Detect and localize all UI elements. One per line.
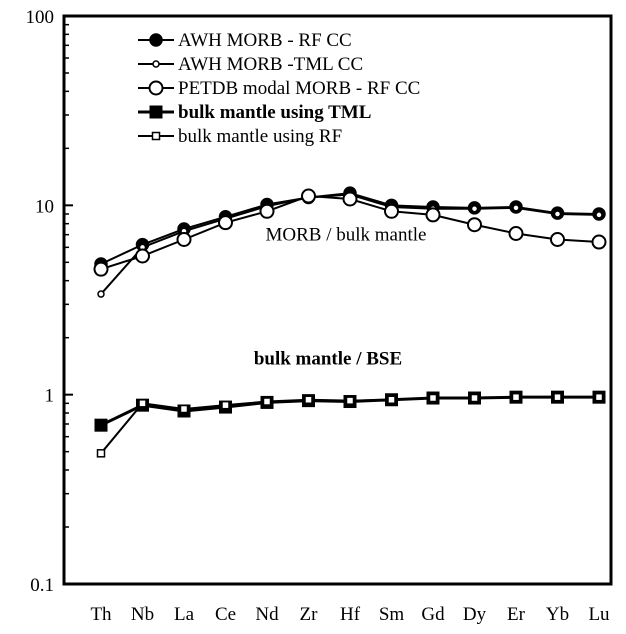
data-point <box>428 393 438 403</box>
data-point <box>135 248 150 264</box>
data-point <box>93 261 109 277</box>
y-tick-label: 1 <box>45 386 55 407</box>
x-tick-label: Er <box>507 604 526 625</box>
data-point <box>262 397 272 406</box>
data-point <box>152 60 160 68</box>
data-point <box>467 217 482 233</box>
data-point <box>304 395 313 405</box>
data-point <box>301 188 316 204</box>
data-point <box>179 404 189 414</box>
x-tick-label: La <box>174 604 195 625</box>
x-tick-label: Ce <box>215 604 236 625</box>
data-point <box>148 80 164 96</box>
annotation: bulk mantle / BSE <box>254 349 402 370</box>
x-tick-label: Nb <box>131 604 154 625</box>
legend-item: AWH MORB -TML CC <box>138 54 363 75</box>
data-point <box>508 225 524 241</box>
annotation: MORB / bulk mantle <box>266 225 427 246</box>
series-layer <box>93 186 607 458</box>
data-point <box>149 33 163 47</box>
x-tick-label: Th <box>90 604 112 625</box>
x-tick-label: Sm <box>379 604 405 625</box>
data-point <box>149 105 163 119</box>
legend-item: PETDB modal MORB - RF CC <box>138 78 420 99</box>
data-point <box>259 203 275 219</box>
x-tick-label: Hf <box>340 604 361 625</box>
data-point <box>387 395 396 405</box>
x-tick-label: Zr <box>300 604 319 625</box>
legend: AWH MORB - RF CC AWH MORB -TML CC PETDB mo… <box>138 30 420 147</box>
y-tick-label: 10 <box>35 196 54 217</box>
legend-item: AWH MORB - RF CC <box>138 30 352 51</box>
legend-label: AWH MORB -TML CC <box>178 54 363 75</box>
data-point <box>151 131 161 141</box>
data-point <box>218 215 233 231</box>
y-tick-label: 0.1 <box>30 575 54 596</box>
data-point <box>221 400 230 410</box>
data-point <box>345 396 355 405</box>
data-point <box>553 392 562 402</box>
x-tick-label: Dy <box>463 604 487 625</box>
x-tick-label: Gd <box>421 604 445 625</box>
data-point <box>470 393 479 403</box>
y-tick-label: 100 <box>26 7 55 28</box>
data-point <box>176 231 192 247</box>
legend-label: bulk mantle using TML <box>178 102 371 123</box>
data-point <box>595 211 603 219</box>
data-point <box>384 203 399 219</box>
legend-item: bulk mantle using RF <box>138 126 342 147</box>
series <box>93 188 607 277</box>
legend-label: bulk mantle using RF <box>178 126 342 147</box>
annotations: MORB / bulk mantle bulk mantle / BSE <box>254 225 427 370</box>
data-point <box>470 204 479 213</box>
legend-item: bulk mantle using TML <box>138 102 371 123</box>
data-point <box>511 392 521 402</box>
x-tick-label: Nd <box>255 604 279 625</box>
data-point <box>94 418 108 432</box>
data-point <box>425 207 441 223</box>
data-point <box>591 234 607 250</box>
series <box>96 392 604 458</box>
legend-label: PETDB modal MORB - RF CC <box>178 78 420 99</box>
data-point <box>553 210 562 218</box>
data-point <box>138 399 147 408</box>
data-point <box>550 231 565 247</box>
data-point <box>96 449 106 458</box>
axes: 0.1 1 10 100 Th Nb La Ce Nd Zr Hf Sm Gd Dy Er Yb Lu <box>26 7 613 625</box>
x-tick-label: Yb <box>546 604 569 625</box>
data-point <box>594 392 604 402</box>
data-point <box>342 191 358 207</box>
x-tick-label: Lu <box>588 604 610 625</box>
legend-label: AWH MORB - RF CC <box>178 30 352 51</box>
data-point <box>97 290 105 298</box>
data-point <box>512 204 520 212</box>
plot-frame <box>62 14 613 586</box>
